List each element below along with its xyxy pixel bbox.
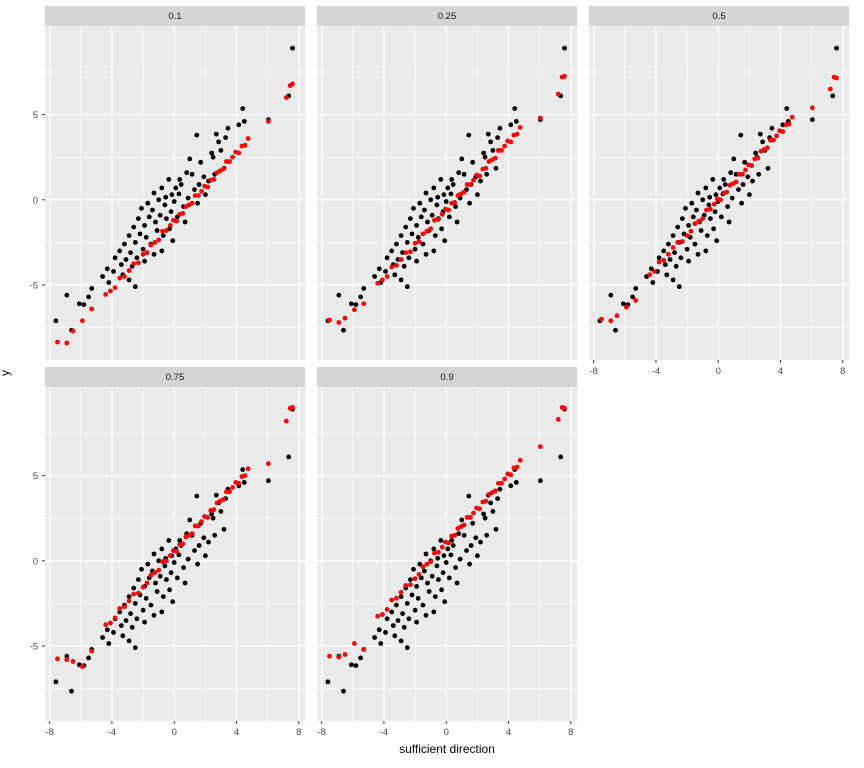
facet-strip-label: 0.75 — [165, 371, 185, 383]
svg-text:-5: -5 — [30, 642, 38, 653]
facet-strip: 0.75 — [45, 367, 305, 387]
svg-text:-8: -8 — [317, 727, 325, 738]
svg-text:8: 8 — [296, 727, 301, 738]
facet-strip: 0.1 — [45, 6, 305, 26]
svg-text:0: 0 — [444, 727, 449, 738]
svg-text:4: 4 — [778, 366, 783, 377]
svg-text:-4: -4 — [652, 366, 660, 377]
svg-text:8: 8 — [840, 366, 845, 377]
scatter-panel: -8 -4 0 4 8 — [317, 387, 577, 738]
scatter-panel: -8 -4 0 4 8 5 0 -5 — [30, 387, 305, 738]
scatter-panel: 5 0 -5 — [30, 26, 305, 360]
svg-text:-8: -8 — [589, 366, 597, 377]
scatter-panel — [317, 26, 577, 360]
svg-text:5: 5 — [33, 471, 38, 482]
scatter-panel: -8 -4 0 4 8 — [589, 26, 849, 377]
svg-text:4: 4 — [234, 727, 239, 738]
svg-text:0: 0 — [33, 556, 38, 567]
svg-text:4: 4 — [506, 727, 511, 738]
facet-strip-label: 0.5 — [712, 10, 726, 22]
svg-text:0: 0 — [716, 366, 721, 377]
svg-text:8: 8 — [568, 727, 573, 738]
facet-strip: 0.25 — [317, 6, 577, 26]
y-axis-title: y — [0, 370, 12, 376]
facet-strip: 0.5 — [589, 6, 849, 26]
svg-text:-4: -4 — [380, 727, 388, 738]
svg-text:-4: -4 — [108, 727, 116, 738]
facet-strip-label: 0.1 — [168, 10, 182, 22]
svg-text:-8: -8 — [45, 727, 53, 738]
x-axis-title: sufficient direction — [399, 742, 495, 756]
svg-text:5: 5 — [33, 110, 38, 121]
svg-text:0: 0 — [172, 727, 177, 738]
facet-strip: 0.9 — [317, 367, 577, 387]
facet-strip-label: 0.9 — [440, 371, 454, 383]
facet-strip-label: 0.25 — [437, 10, 457, 22]
svg-text:0: 0 — [33, 195, 38, 206]
svg-text:-5: -5 — [30, 281, 38, 292]
